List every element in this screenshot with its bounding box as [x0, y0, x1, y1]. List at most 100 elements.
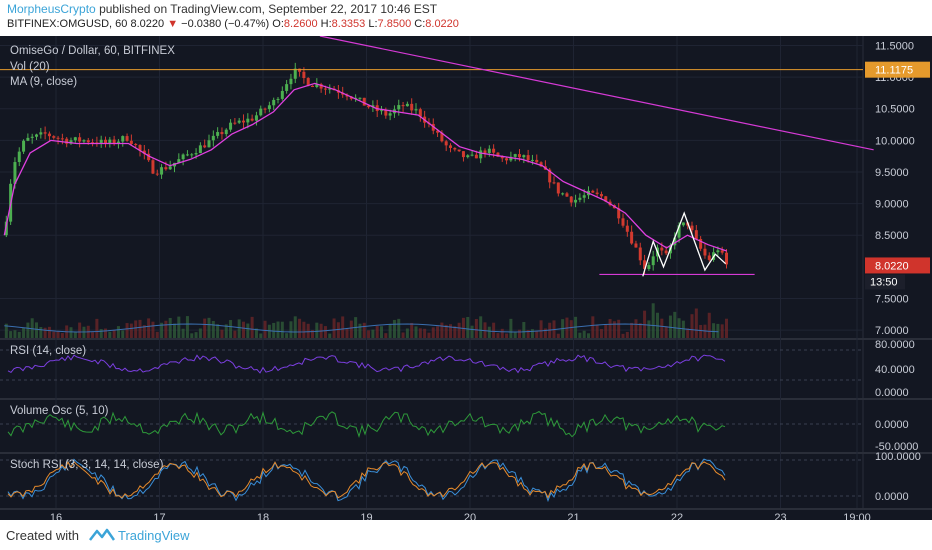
candle-body: [496, 152, 500, 157]
candle-body: [138, 145, 142, 151]
volume-bar: [410, 322, 414, 338]
volume-bar: [69, 327, 73, 338]
candle-body: [47, 133, 51, 137]
candle-body: [440, 132, 444, 142]
candle-body: [233, 122, 237, 124]
candle-body: [267, 105, 271, 110]
volume-bar: [220, 329, 224, 338]
candle-body: [35, 134, 39, 137]
volume-bar: [285, 333, 289, 338]
candle-body: [690, 225, 694, 231]
volume-bar: [198, 328, 202, 338]
volume-bar: [104, 328, 108, 338]
volume-bar: [384, 333, 388, 338]
candle-body: [707, 255, 711, 260]
candle-body: [660, 247, 664, 251]
candle-body: [664, 250, 668, 254]
candle-body: [474, 154, 478, 159]
stoch-tick-label: 0.0000: [875, 491, 909, 503]
candle-body: [556, 182, 560, 194]
candle-body: [198, 145, 202, 154]
candle-body: [60, 138, 64, 140]
volume-bar: [367, 330, 371, 338]
volume-bar: [414, 326, 418, 338]
author-link[interactable]: MorpheusCrypto: [7, 2, 96, 16]
volume-bar: [147, 318, 151, 338]
countdown-label: 13:50: [870, 276, 898, 288]
volume-bar: [56, 331, 60, 338]
candle-body: [634, 243, 638, 248]
candle-body: [362, 97, 366, 106]
volume-bar: [543, 328, 547, 338]
candle-body: [552, 182, 556, 184]
publish-line: MorpheusCrypto published on TradingView.…: [7, 2, 437, 16]
volume-bar: [479, 316, 483, 338]
candle-body: [466, 155, 470, 158]
volume-bar: [388, 323, 392, 338]
candle-body: [699, 238, 703, 249]
volume-bar: [569, 320, 573, 338]
candle-body: [323, 88, 327, 90]
candle-body: [246, 118, 250, 123]
candle-body: [22, 140, 26, 152]
volume-bar: [518, 329, 522, 338]
trading-chart[interactable]: 16 17 18 19 20 21 22 23 19:0011.500011.000010.50…: [0, 36, 932, 520]
candle-body: [311, 85, 315, 88]
volume-bar: [349, 320, 353, 338]
low-label: L:: [368, 18, 378, 30]
level-price-tag: [865, 61, 930, 78]
volume-bar: [431, 327, 435, 338]
candle-body: [168, 166, 172, 170]
candle-body: [449, 145, 453, 148]
candle-body: [539, 162, 543, 167]
volume-bar: [35, 322, 39, 338]
volume-bar: [371, 329, 375, 338]
volume-bar: [401, 332, 405, 338]
volume-bar: [328, 333, 332, 338]
candle-body: [526, 155, 530, 161]
volume-bar: [280, 321, 284, 338]
candle-body: [39, 132, 43, 135]
candle-body: [565, 193, 569, 197]
candle-body: [229, 122, 233, 130]
volume-bar: [121, 330, 125, 338]
volume-bar: [690, 314, 694, 338]
volume-bar: [375, 325, 379, 338]
volume-ma-line: [4, 323, 719, 333]
x-tick-label: 16: [50, 512, 62, 520]
volume-bar: [99, 329, 103, 338]
vol-osc-panel-label: Volume Osc (5, 10): [10, 405, 109, 417]
volume-bar: [505, 333, 509, 338]
volume-bar: [647, 320, 651, 338]
candle-body: [694, 230, 698, 239]
candle-body: [43, 132, 47, 134]
volume-bar: [492, 322, 496, 338]
volume-bar: [436, 326, 440, 338]
candle-body: [453, 147, 457, 150]
candle-body: [405, 103, 409, 107]
last-price: 8.0220: [130, 18, 165, 30]
candle-body: [617, 208, 621, 219]
candle-body: [155, 173, 159, 175]
volume-bar: [604, 324, 608, 338]
candle-body: [142, 150, 146, 154]
x-tick-label: 21: [567, 512, 579, 520]
candle-body: [647, 265, 651, 269]
price-tick-label: 8.5000: [875, 230, 909, 242]
volume-bar: [73, 332, 77, 338]
candle-body: [505, 158, 509, 161]
volume-bar: [13, 330, 17, 338]
candle-body: [242, 120, 246, 123]
candle-body: [298, 68, 302, 72]
candle-body: [522, 155, 526, 158]
candle-body: [272, 99, 276, 106]
candle-body: [535, 159, 539, 163]
publish-info: published on TradingView.com, September …: [99, 2, 438, 16]
volume-bar: [91, 332, 95, 338]
volume-indicator-label: Vol (20): [10, 61, 50, 73]
tradingview-brand-link[interactable]: TradingView: [118, 528, 190, 543]
candle-body: [13, 162, 17, 184]
candle-body: [293, 68, 297, 79]
rsi-line: [7, 354, 726, 374]
candle-body: [410, 103, 414, 111]
